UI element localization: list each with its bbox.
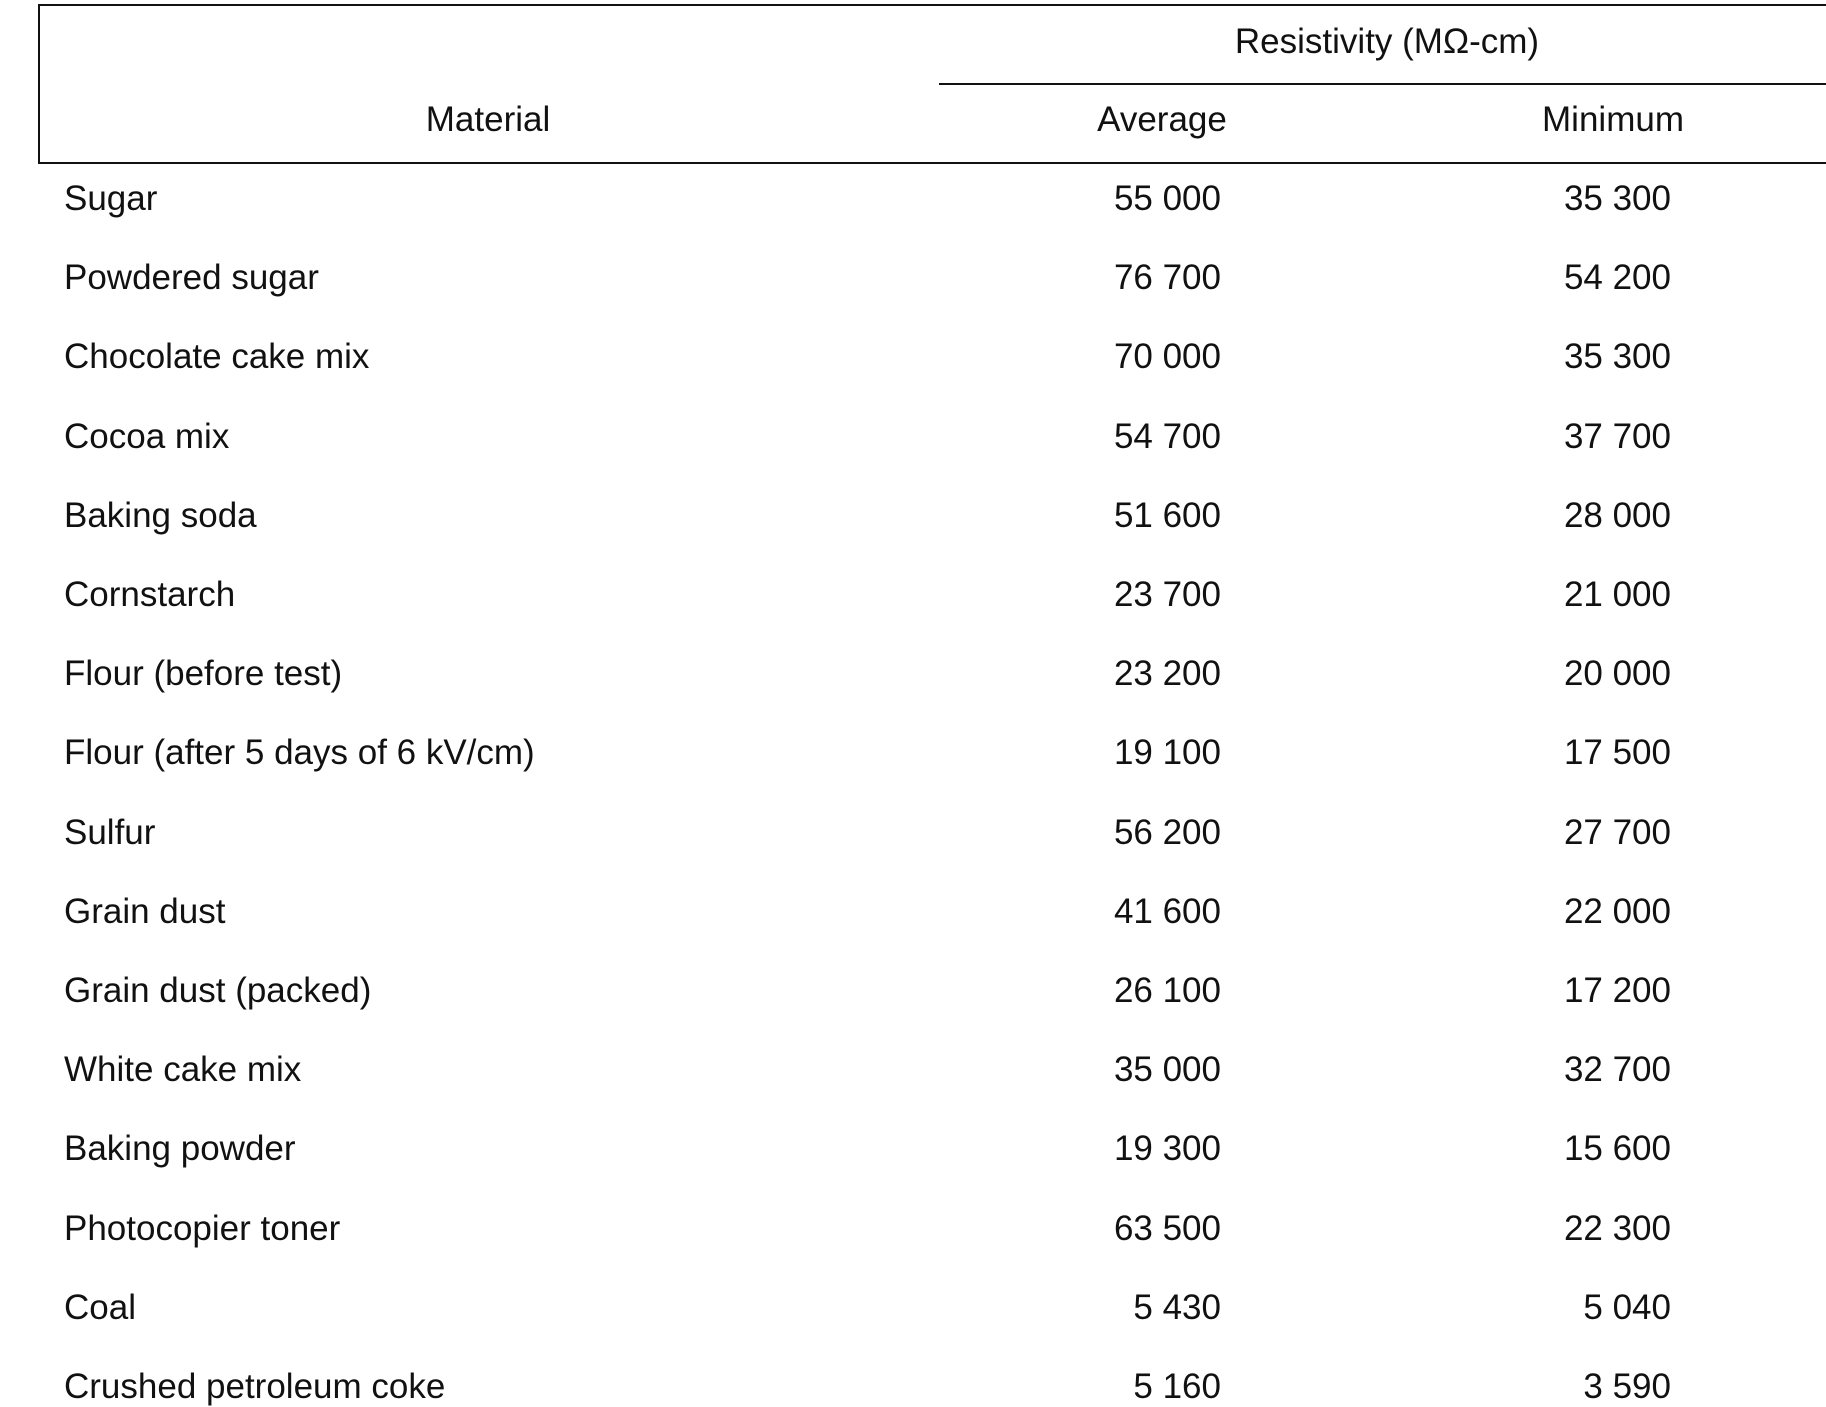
value-cell: 37 700 [1563,416,1671,456]
material-cell: Coal [64,1287,136,1327]
material-cell: Cornstarch [64,575,236,614]
material-cell: Baking soda [64,495,257,535]
value-cell: 35 300 [1563,179,1671,218]
material-cell: Grain dust (packed) [64,971,372,1010]
group-header: Resistivity (MΩ-cm) [1234,22,1540,61]
value-cell: 5 160 [1133,1367,1221,1406]
value-cell: 54 200 [1563,258,1671,298]
value-cell: 20 000 [1563,654,1671,694]
value-cell: 21 000 [1563,575,1671,614]
value-cell: 76 700 [1113,258,1221,298]
value-cell: 28 000 [1563,495,1671,535]
header-bottom-border [38,162,1826,164]
table-left-border [38,4,40,164]
value-cell: 23 700 [1113,575,1221,614]
value-cell: 19 100 [1113,733,1221,773]
material-cell: Cocoa mix [64,416,230,456]
value-cell: 26 100 [1113,971,1221,1010]
material-cell: Flour (before test) [64,654,343,694]
value-cell: 35 000 [1113,1050,1221,1090]
value-cell: 19 300 [1113,1129,1221,1169]
column-header: Average [1097,100,1227,139]
value-cell: 22 300 [1563,1208,1671,1248]
value-cell: 23 200 [1113,654,1221,694]
material-cell: Baking powder [64,1129,296,1169]
value-cell: 35 300 [1563,337,1671,377]
value-cell: 5 040 [1583,1287,1671,1327]
value-cell: 3 590 [1583,1367,1671,1406]
material-cell: Flour (after 5 days of 6 kV/cm) [64,733,535,773]
value-cell: 54 700 [1113,416,1221,456]
material-cell: Sugar [64,179,158,218]
material-cell: White cake mix [64,1050,302,1090]
value-cell: 22 000 [1563,891,1671,931]
material-cell: Crushed petroleum coke [64,1367,446,1406]
value-cell: 70 000 [1113,337,1221,377]
value-cell: 55 000 [1113,179,1221,218]
table-top-border [38,4,1826,6]
material-cell: Grain dust [64,891,226,931]
column-header: Material [425,100,551,139]
value-cell: 63 500 [1113,1208,1221,1248]
value-cell: 41 600 [1113,891,1221,931]
material-cell: Sulfur [64,812,156,852]
column-header: Minimum [1542,100,1684,139]
material-cell: Chocolate cake mix [64,337,370,377]
value-cell: 27 700 [1563,812,1671,852]
value-cell: 5 430 [1133,1287,1221,1327]
value-cell: 56 200 [1113,812,1221,852]
group-header-rule [939,83,1826,85]
value-cell: 17 500 [1563,733,1671,773]
material-cell: Photocopier toner [64,1208,341,1248]
value-cell: 32 700 [1563,1050,1671,1090]
value-cell: 51 600 [1113,495,1221,535]
material-cell: Powdered sugar [64,258,319,298]
value-cell: 15 600 [1563,1129,1671,1169]
value-cell: 17 200 [1563,971,1671,1010]
